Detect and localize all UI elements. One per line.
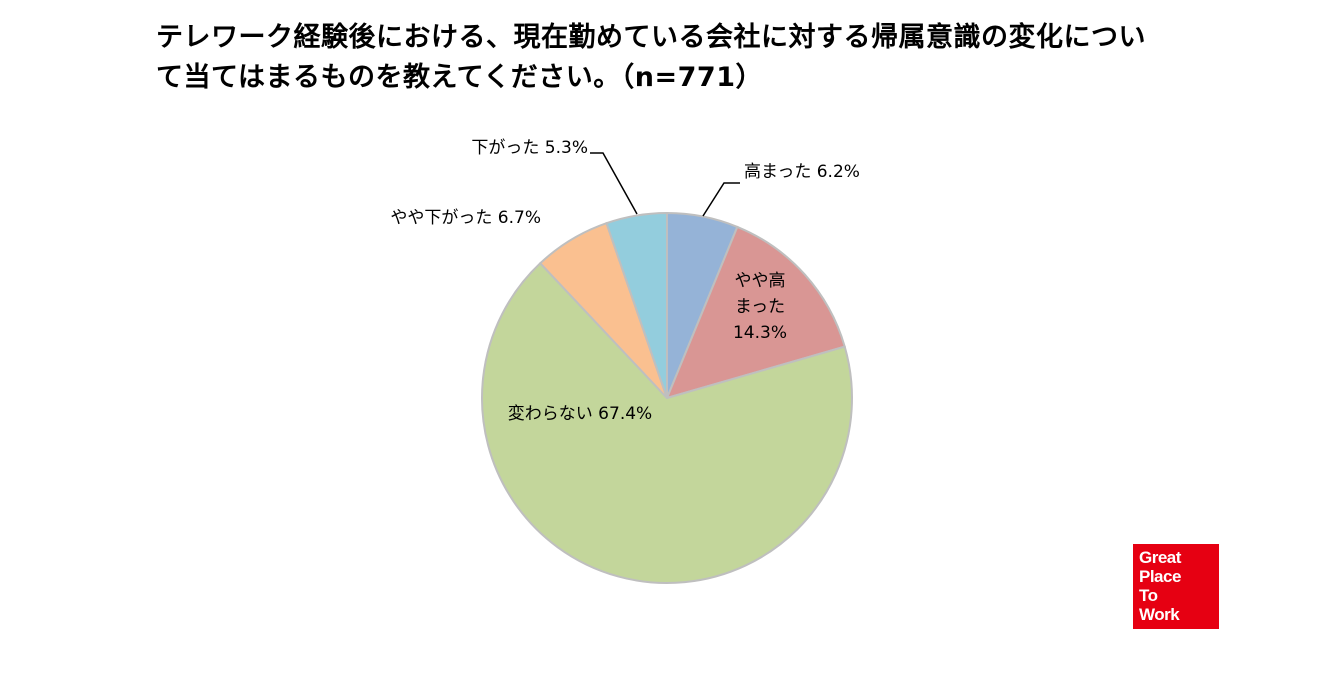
pie-slice-sagatta [605, 211, 668, 399]
leader-line-sagatta [590, 152, 638, 215]
great-place-to-work-logo: Great Place To Work ® [1133, 544, 1219, 641]
data-label-line: 下がった 5.3% [471, 138, 588, 158]
data-label-line: まった [735, 297, 785, 317]
registered-mark-icon: ® [1139, 635, 1143, 641]
data-label-line: 14.3% [733, 323, 787, 343]
pie-slice-kawaranai [481, 261, 853, 584]
slice-labels: 高まった 6.2% やや高まった 14.3% 変わらない 67.4% やや下がった 6.… [390, 138, 860, 424]
leader-lines [590, 152, 740, 217]
chart-title-line-2: て当てはまるものを教えてください。（n=771） [156, 62, 764, 93]
logo-line-4: Work [1139, 605, 1180, 624]
chart-title: テレワーク経験後における、現在勤めている会社に対する帰属意識の変化につい て当て… [156, 18, 1236, 98]
chart-title-line-1: テレワーク経験後における、現在勤めている会社に対する帰属意識の変化につい [156, 22, 1146, 53]
data-label-kawaranai: 変わらない 67.4% [508, 404, 652, 424]
pie-slice-yaya-takamatta [665, 225, 846, 400]
logo-line-1: Great [1139, 548, 1181, 567]
leader-line-takamatta [702, 182, 740, 217]
data-label-line: やや下がった 6.7% [390, 208, 541, 228]
data-label-sagatta: 下がった 5.3% [471, 138, 588, 158]
pie-slices [481, 211, 853, 584]
logo-line-3: To [1139, 586, 1158, 605]
data-label-line: 変わらない 67.4% [508, 404, 652, 424]
logo-line-2: Place [1139, 567, 1181, 586]
data-label-yaya-sagatta: やや下がった 6.7% [390, 208, 541, 228]
data-label-takamatta: 高まった 6.2% [744, 162, 860, 182]
data-label-line: 高まった 6.2% [744, 162, 860, 182]
data-label-yaya-takamatta: やや高まった 14.3% [733, 271, 787, 343]
data-label-line: やや高 [735, 271, 786, 291]
